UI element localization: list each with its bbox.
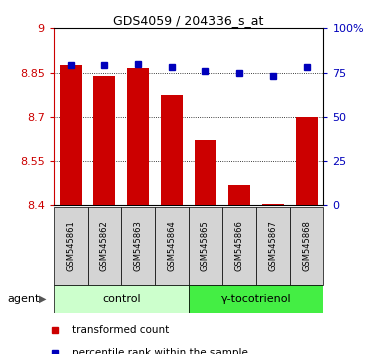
Text: GSM545867: GSM545867 <box>268 221 277 272</box>
Bar <box>94 75 115 205</box>
Bar <box>54 207 88 285</box>
Text: GSM545868: GSM545868 <box>302 221 311 272</box>
Bar <box>60 65 82 205</box>
Text: GSM545864: GSM545864 <box>167 221 176 272</box>
Bar <box>256 207 290 285</box>
Bar <box>189 207 223 285</box>
Bar <box>54 285 189 313</box>
Text: GSM545865: GSM545865 <box>201 221 210 272</box>
Text: ▶: ▶ <box>38 294 46 304</box>
Bar <box>296 117 318 205</box>
Bar <box>194 141 216 205</box>
Bar <box>127 68 149 205</box>
Bar <box>262 204 284 205</box>
Title: GDS4059 / 204336_s_at: GDS4059 / 204336_s_at <box>114 14 264 27</box>
Text: percentile rank within the sample: percentile rank within the sample <box>72 348 248 354</box>
Text: GSM545861: GSM545861 <box>66 221 75 272</box>
Text: γ-tocotrienol: γ-tocotrienol <box>221 294 291 304</box>
Bar <box>290 207 323 285</box>
Text: transformed count: transformed count <box>72 325 169 335</box>
Text: agent: agent <box>8 294 40 304</box>
Bar <box>189 285 323 313</box>
Text: GSM545866: GSM545866 <box>235 221 244 272</box>
Bar <box>88 207 121 285</box>
Bar <box>161 95 183 205</box>
Bar <box>223 207 256 285</box>
Text: GSM545863: GSM545863 <box>134 221 142 272</box>
Bar <box>228 185 250 205</box>
Text: GSM545862: GSM545862 <box>100 221 109 272</box>
Bar <box>155 207 189 285</box>
Bar <box>121 207 155 285</box>
Text: control: control <box>102 294 141 304</box>
